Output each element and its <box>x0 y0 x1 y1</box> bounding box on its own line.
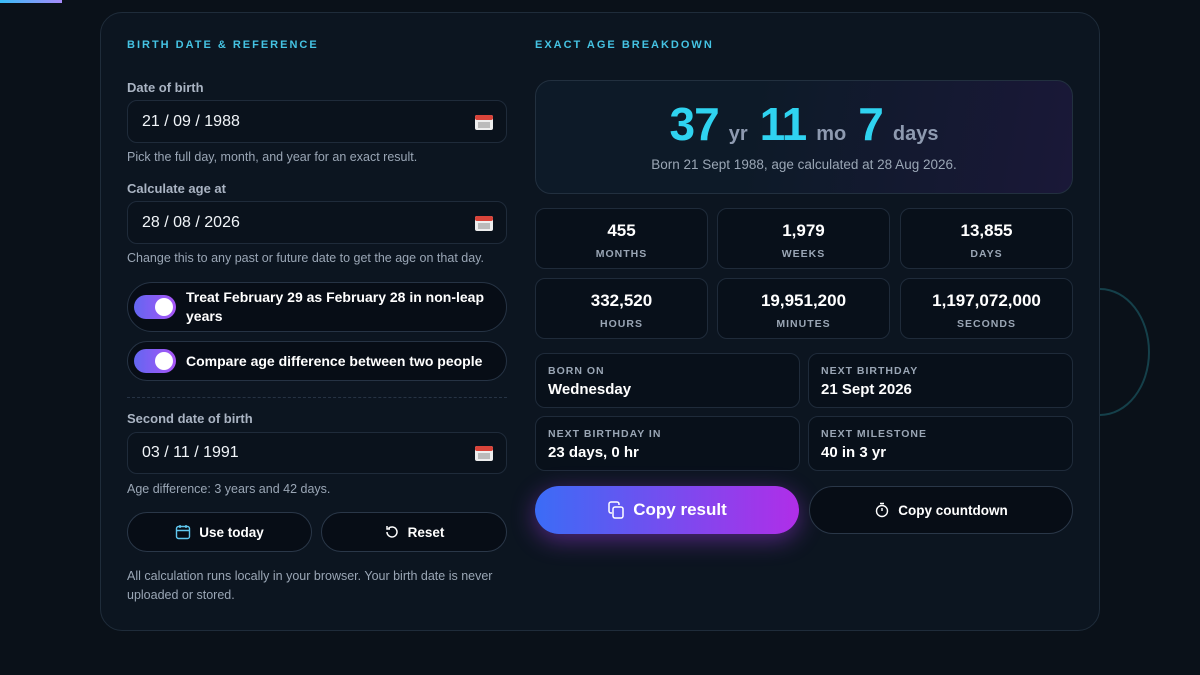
input-value: 21 / 09 / 1988 <box>142 112 240 130</box>
calendar-icon <box>475 446 493 461</box>
calendar-icon <box>176 525 191 540</box>
calendar-icon <box>475 215 493 231</box>
stat-value: 455 <box>607 221 636 240</box>
field-hint: Age difference: 3 years and 42 days. <box>127 482 331 496</box>
age-unit: days <box>892 123 939 145</box>
fact-value: 40 in 3 yr <box>821 444 887 461</box>
stat-card: 332,520 HOURS <box>535 278 708 339</box>
age-years: 37 <box>669 98 720 150</box>
fact-label: NEXT BIRTHDAY IN <box>548 428 662 440</box>
stat-label: SECONDS <box>957 318 1016 330</box>
stat-card: 455 MONTHS <box>535 208 708 269</box>
toggle-label: Treat February 29 as February 28 in non-… <box>186 289 484 324</box>
fact-label: NEXT MILESTONE <box>821 428 927 440</box>
timer-icon <box>876 502 889 518</box>
stat-value: 1,979 <box>782 221 825 240</box>
stat-label: DAYS <box>970 248 1003 260</box>
field-label: Second date of birth <box>127 411 253 426</box>
toggle-row[interactable]: Treat February 29 as February 28 in non-… <box>127 282 507 332</box>
stat-card: 1,197,072,000 SECONDS <box>900 278 1073 339</box>
button-label: Reset <box>407 524 445 540</box>
fact-card: NEXT BIRTHDAY 21 Sept 2026 <box>808 353 1073 408</box>
fact-card: BORN ON Wednesday <box>535 353 800 408</box>
age-days: 7 <box>858 98 884 150</box>
copy-countdown-button[interactable]: Copy countdown <box>809 486 1073 534</box>
use-today-button[interactable]: Use today <box>127 512 312 552</box>
stat-value: 332,520 <box>590 291 653 310</box>
copy-result-button[interactable]: Copy result <box>535 486 799 534</box>
calendar-icon <box>475 114 493 130</box>
fact-label: NEXT BIRTHDAY <box>821 365 919 377</box>
age-months: 11 <box>759 98 808 150</box>
input-value: 03 / 11 / 1991 <box>142 444 239 461</box>
field-hint: Change this to any past or future date t… <box>127 251 484 265</box>
reset-button[interactable]: Reset <box>321 512 507 552</box>
age-panel: 37 yr 11 mo 7 days Born 21 Sept 1988, age c… <box>535 80 1073 194</box>
field-hint: Pick the full day, month, and year for a… <box>127 150 418 164</box>
section-heading: EXACT AGE BREAKDOWN <box>535 39 714 51</box>
fact-label: BORN ON <box>548 365 605 377</box>
stat-label: MONTHS <box>595 248 648 260</box>
age-figures: 37 yr 11 mo 7 days <box>536 97 1072 151</box>
date-input[interactable]: 03 / 11 / 1991 <box>127 432 507 474</box>
stat-label: HOURS <box>600 318 643 330</box>
fact-value: 23 days, 0 hr <box>548 444 639 461</box>
section-heading: BIRTH DATE & REFERENCE <box>127 39 319 51</box>
copy-icon <box>608 501 624 519</box>
fact-card: NEXT MILESTONE 40 in 3 yr <box>808 416 1073 471</box>
stat-card: 19,951,200 MINUTES <box>717 278 890 339</box>
stat-label: MINUTES <box>776 318 831 330</box>
switch[interactable] <box>134 349 176 373</box>
stat-label: WEEKS <box>781 248 826 260</box>
stat-value: 19,951,200 <box>760 291 847 310</box>
field-label: Calculate age at <box>127 181 226 196</box>
fact-card: NEXT BIRTHDAY IN 23 days, 0 hr <box>535 416 800 471</box>
switch[interactable] <box>134 295 176 319</box>
reset-icon <box>385 526 398 538</box>
fact-value: Wednesday <box>548 381 632 398</box>
toggle-row[interactable]: Compare age difference between two peopl… <box>127 341 507 381</box>
stat-card: 1,979 WEEKS <box>717 208 890 269</box>
divider <box>127 397 507 398</box>
age-unit: mo <box>816 123 847 145</box>
button-label: Copy countdown <box>898 502 1008 518</box>
date-input[interactable]: 21 / 09 / 1988 <box>127 100 507 143</box>
button-label: Use today <box>199 524 264 540</box>
accent-bar <box>0 0 62 3</box>
input-value: 28 / 08 / 2026 <box>142 213 240 231</box>
field-label: Date of birth <box>127 80 204 95</box>
privacy-note: All calculation runs locally in your bro… <box>127 569 493 602</box>
toggle-label: Compare age difference between two peopl… <box>186 352 483 369</box>
age-unit: yr <box>728 123 748 145</box>
stat-value: 13,855 <box>960 221 1013 240</box>
stat-value: 1,197,072,000 <box>932 291 1041 310</box>
button-label: Copy result <box>633 500 727 519</box>
stat-card: 13,855 DAYS <box>900 208 1073 269</box>
date-input[interactable]: 28 / 08 / 2026 <box>127 201 507 244</box>
age-summary: Born 21 Sept 1988, age calculated at 28 … <box>651 157 957 172</box>
fact-value: 21 Sept 2026 <box>821 381 912 398</box>
